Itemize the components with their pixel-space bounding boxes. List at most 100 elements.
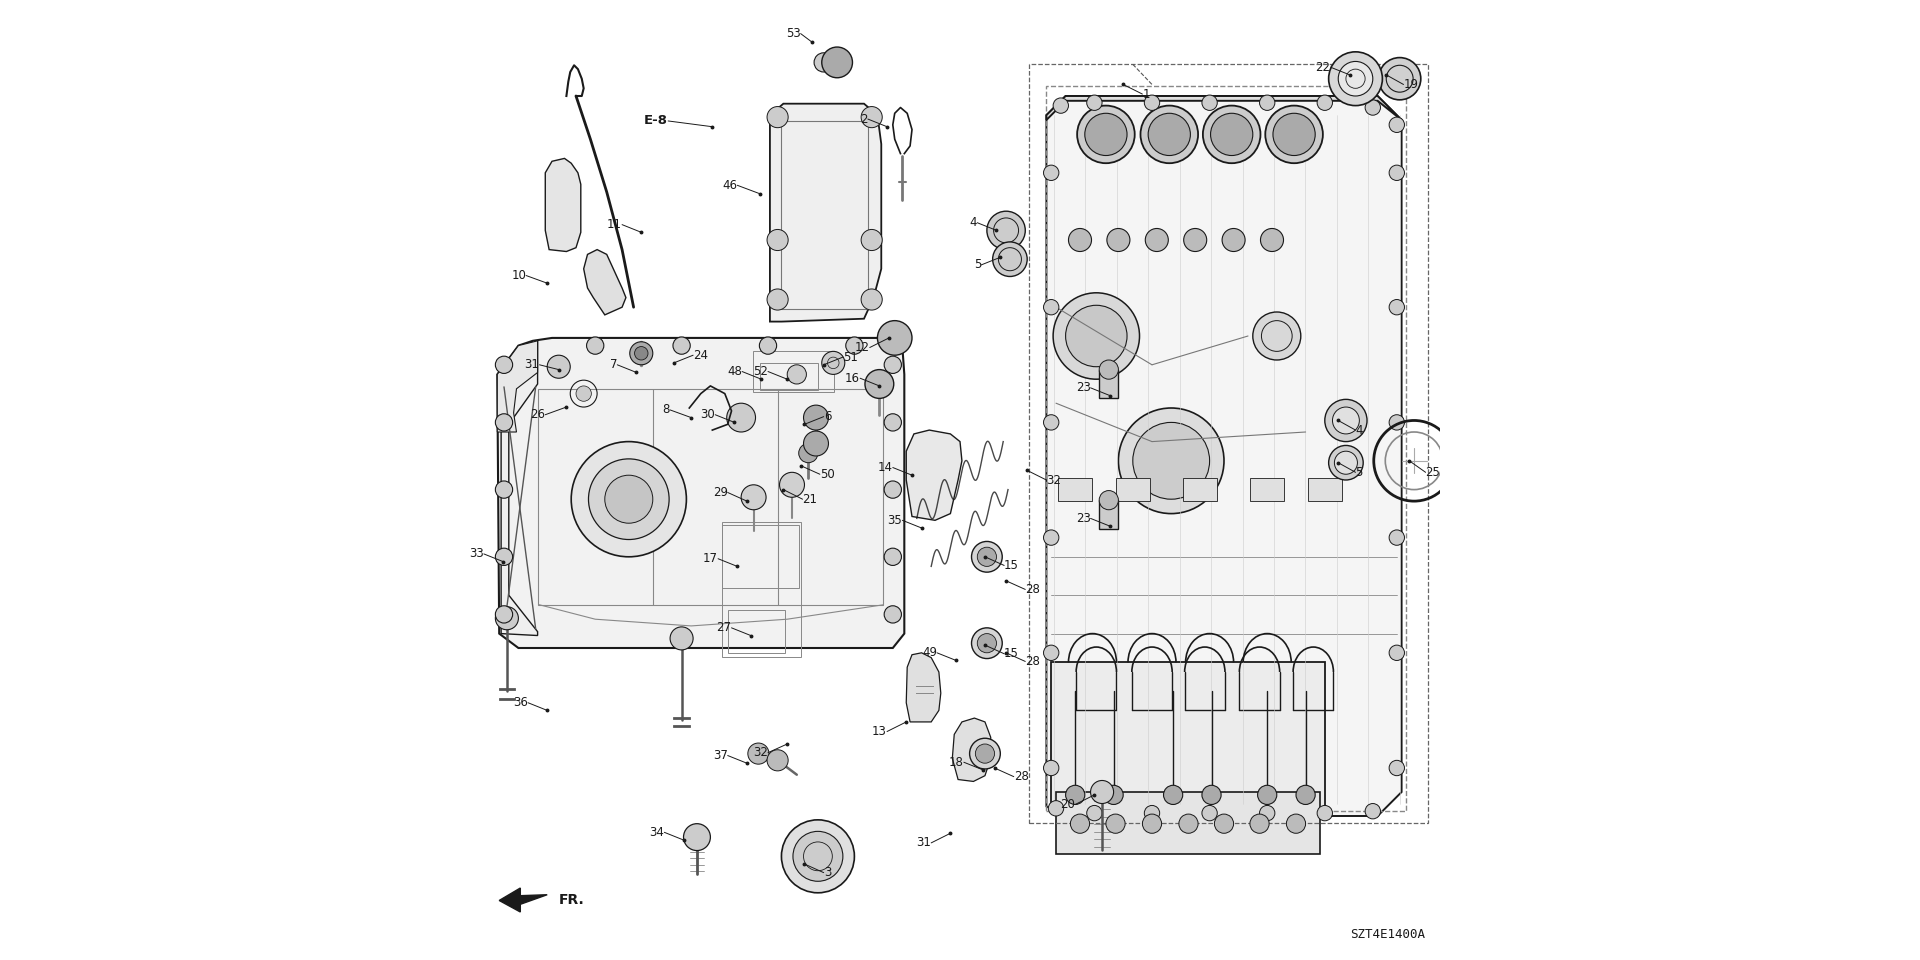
Text: 16: 16 (845, 372, 860, 385)
Circle shape (970, 738, 1000, 769)
Circle shape (975, 744, 995, 763)
Circle shape (860, 107, 881, 128)
Circle shape (1260, 805, 1275, 821)
Circle shape (883, 606, 902, 623)
Text: 4: 4 (970, 216, 977, 229)
Text: 18: 18 (948, 756, 964, 769)
Polygon shape (1046, 96, 1402, 816)
Circle shape (547, 355, 570, 378)
Circle shape (588, 459, 668, 540)
Circle shape (670, 627, 693, 650)
Polygon shape (1056, 792, 1321, 854)
Bar (1183, 478, 1217, 501)
Circle shape (760, 337, 776, 354)
Polygon shape (497, 341, 538, 432)
Circle shape (726, 403, 755, 432)
Text: 17: 17 (703, 552, 718, 565)
Circle shape (1148, 113, 1190, 156)
Circle shape (883, 414, 902, 431)
Text: 12: 12 (854, 341, 870, 354)
Circle shape (1388, 117, 1405, 132)
Text: 2: 2 (860, 112, 868, 126)
Text: 23: 23 (1075, 381, 1091, 395)
Circle shape (883, 481, 902, 498)
Circle shape (1388, 645, 1405, 660)
Bar (1046, 86, 1405, 811)
Text: 14: 14 (877, 461, 893, 474)
Circle shape (1334, 451, 1357, 474)
Circle shape (1258, 785, 1277, 804)
Circle shape (1048, 801, 1064, 816)
Text: 20: 20 (1060, 798, 1075, 811)
Circle shape (803, 405, 829, 430)
Circle shape (1221, 228, 1244, 252)
Text: 27: 27 (716, 621, 732, 635)
Circle shape (1140, 106, 1198, 163)
Circle shape (1104, 785, 1123, 804)
Circle shape (1329, 52, 1382, 106)
Circle shape (572, 442, 687, 557)
Circle shape (793, 831, 843, 881)
Circle shape (495, 414, 513, 431)
Circle shape (883, 356, 902, 373)
Polygon shape (1046, 96, 1402, 120)
Bar (753, 351, 833, 392)
Circle shape (972, 541, 1002, 572)
Bar (728, 610, 785, 653)
Polygon shape (545, 158, 580, 252)
Circle shape (576, 386, 591, 401)
Circle shape (1329, 445, 1363, 480)
Circle shape (1106, 814, 1125, 833)
Text: 32: 32 (753, 746, 768, 759)
Circle shape (768, 289, 787, 310)
Circle shape (495, 356, 513, 373)
Text: 28: 28 (1014, 770, 1029, 783)
Circle shape (1265, 106, 1323, 163)
Text: 49: 49 (922, 646, 937, 660)
Circle shape (1087, 805, 1102, 821)
Text: 8: 8 (662, 403, 670, 417)
Circle shape (799, 444, 818, 463)
Circle shape (605, 475, 653, 523)
Text: 25: 25 (1425, 466, 1440, 479)
Circle shape (1317, 95, 1332, 110)
Circle shape (1202, 95, 1217, 110)
Text: 10: 10 (511, 269, 526, 282)
Text: FR.: FR. (559, 894, 584, 907)
Circle shape (1365, 804, 1380, 819)
Circle shape (847, 337, 864, 354)
Circle shape (822, 47, 852, 78)
Circle shape (630, 342, 653, 365)
Circle shape (1043, 165, 1058, 180)
Circle shape (1296, 785, 1315, 804)
Text: 34: 34 (649, 826, 664, 839)
Circle shape (1066, 785, 1085, 804)
Circle shape (1332, 407, 1359, 434)
Text: 29: 29 (712, 486, 728, 499)
Circle shape (814, 53, 833, 72)
Circle shape (1091, 780, 1114, 804)
Text: 35: 35 (887, 514, 902, 527)
Polygon shape (501, 341, 538, 636)
Circle shape (781, 820, 854, 893)
Circle shape (1068, 228, 1091, 252)
Circle shape (1202, 106, 1260, 163)
Circle shape (768, 750, 787, 771)
Circle shape (1071, 814, 1089, 833)
Polygon shape (499, 888, 547, 912)
Circle shape (1379, 58, 1421, 100)
Polygon shape (1050, 662, 1325, 811)
Text: 19: 19 (1404, 78, 1419, 91)
Text: E-8: E-8 (643, 114, 668, 128)
Text: 3: 3 (824, 866, 831, 879)
Polygon shape (584, 250, 626, 315)
Text: 53: 53 (785, 27, 801, 40)
Text: 30: 30 (701, 408, 714, 421)
Circle shape (780, 472, 804, 497)
Text: 15: 15 (1004, 559, 1020, 572)
Circle shape (860, 229, 881, 251)
Text: 26: 26 (530, 408, 545, 421)
Bar (1029, 64, 1427, 823)
Circle shape (1106, 228, 1129, 252)
Text: 51: 51 (843, 350, 858, 364)
